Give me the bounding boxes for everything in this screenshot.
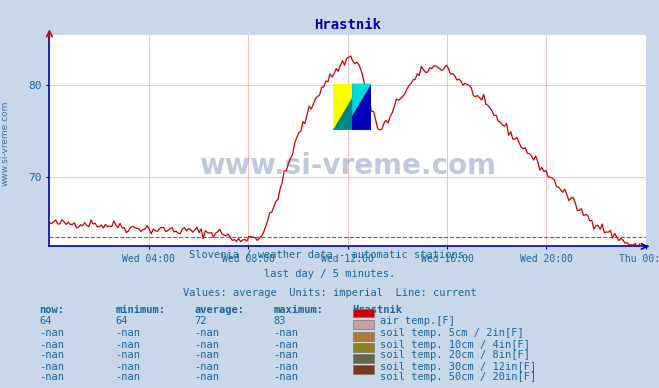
Text: -nan: -nan: [115, 362, 140, 372]
Text: www.si-vreme.com: www.si-vreme.com: [1, 101, 10, 186]
Text: 64: 64: [115, 316, 128, 326]
Text: maximum:: maximum:: [273, 305, 324, 315]
Text: Values: average  Units: imperial  Line: current: Values: average Units: imperial Line: cu…: [183, 288, 476, 298]
Bar: [352, 83, 372, 130]
Text: -nan: -nan: [194, 350, 219, 360]
Text: soil temp. 5cm / 2in[F]: soil temp. 5cm / 2in[F]: [380, 328, 524, 338]
Text: -nan: -nan: [115, 328, 140, 338]
Text: -nan: -nan: [40, 350, 65, 360]
Text: -nan: -nan: [273, 362, 299, 372]
Text: soil temp. 10cm / 4in[F]: soil temp. 10cm / 4in[F]: [380, 340, 530, 350]
Text: soil temp. 30cm / 12in[F]: soil temp. 30cm / 12in[F]: [380, 362, 536, 372]
Text: -nan: -nan: [194, 340, 219, 350]
Text: -nan: -nan: [40, 328, 65, 338]
Text: Hrastnik: Hrastnik: [353, 305, 403, 315]
Text: -nan: -nan: [273, 350, 299, 360]
Text: -nan: -nan: [273, 328, 299, 338]
Text: now:: now:: [40, 305, 65, 315]
Text: average:: average:: [194, 305, 244, 315]
Text: -nan: -nan: [194, 328, 219, 338]
Polygon shape: [352, 83, 372, 116]
Text: -nan: -nan: [194, 372, 219, 383]
Text: 83: 83: [273, 316, 286, 326]
Text: -nan: -nan: [273, 372, 299, 383]
Title: Hrastnik: Hrastnik: [314, 18, 381, 32]
Text: 72: 72: [194, 316, 207, 326]
Text: -nan: -nan: [194, 362, 219, 372]
Polygon shape: [333, 97, 352, 130]
Text: -nan: -nan: [40, 340, 65, 350]
Text: -nan: -nan: [273, 340, 299, 350]
Text: last day / 5 minutes.: last day / 5 minutes.: [264, 269, 395, 279]
Text: 64: 64: [40, 316, 52, 326]
Text: -nan: -nan: [40, 362, 65, 372]
Text: -nan: -nan: [115, 350, 140, 360]
Text: soil temp. 20cm / 8in[F]: soil temp. 20cm / 8in[F]: [380, 350, 530, 360]
Text: -nan: -nan: [115, 340, 140, 350]
Text: -nan: -nan: [115, 372, 140, 383]
Text: www.si-vreme.com: www.si-vreme.com: [199, 152, 496, 180]
Text: Slovenia / weather data - automatic stations.: Slovenia / weather data - automatic stat…: [189, 250, 470, 260]
Text: -nan: -nan: [40, 372, 65, 383]
Text: soil temp. 50cm / 20in[F]: soil temp. 50cm / 20in[F]: [380, 372, 536, 383]
Bar: [333, 83, 352, 130]
Text: air temp.[F]: air temp.[F]: [380, 316, 455, 326]
Text: minimum:: minimum:: [115, 305, 165, 315]
